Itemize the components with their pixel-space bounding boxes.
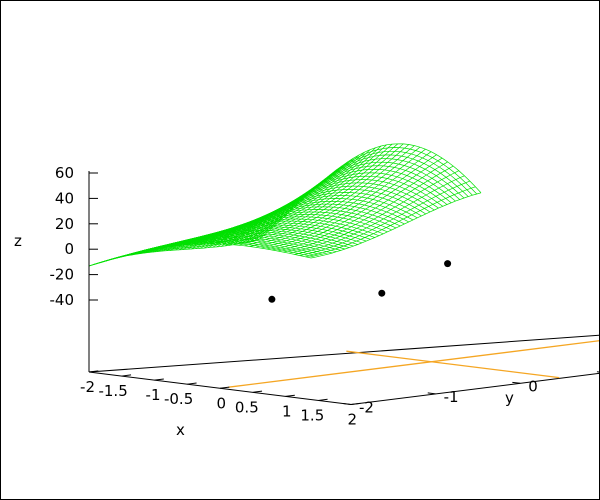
surface-mesh-line [199, 192, 422, 249]
x-tick-label: -1 [146, 386, 161, 404]
surface-mesh-line [233, 165, 456, 245]
y-tick-mark [512, 381, 521, 384]
x-tick-mark [121, 374, 132, 377]
grid-line-y-half [346, 350, 560, 379]
surface-mesh-line [152, 220, 375, 253]
surface-mesh-line [212, 182, 435, 248]
data-point [444, 260, 452, 268]
surface-mesh-line [237, 161, 461, 245]
x-tick-mark [252, 390, 263, 393]
surface-mesh-line [224, 172, 448, 247]
z-tick-label: 40 [55, 189, 74, 207]
x-tick-mark [154, 378, 164, 381]
y-axis-line [350, 372, 599, 405]
y-tick-label: 0 [528, 377, 538, 395]
surface-mesh-line [190, 198, 414, 250]
surface-mesh [88, 143, 482, 267]
x-tick-label: -2 [80, 378, 95, 396]
z-tick-label: 0 [64, 240, 74, 258]
y-tick-mark [427, 392, 436, 395]
surface-mesh-line [229, 168, 452, 246]
surface-mesh-line [246, 154, 469, 243]
x-tick-label: -0.5 [164, 390, 193, 408]
tick-marks [88, 172, 599, 405]
x-tick-label: 2 [347, 411, 357, 429]
x-tick-mark [219, 386, 230, 389]
surface-mesh-line [250, 150, 473, 242]
grid-line-x-zero [228, 340, 599, 388]
data-point [378, 289, 386, 297]
surface-mesh-line [203, 188, 426, 249]
x-tick-label: 1.5 [300, 406, 324, 424]
y-tick-label: -1 [444, 388, 459, 406]
y-tick-mark [596, 371, 599, 373]
tick-labels: -2-1.5-1-0.500.511.52-2-101236040200-20-… [50, 164, 538, 429]
z-axis-label: z [14, 232, 22, 250]
surface-mesh-line [258, 143, 482, 240]
x-tick-label: 0 [216, 394, 226, 412]
surface-mesh-line [195, 195, 418, 250]
surface-mesh-line [220, 175, 444, 247]
x-tick-label: 0.5 [235, 398, 259, 416]
surface-mesh-line [186, 200, 409, 250]
x-tick-label: -1.5 [98, 382, 127, 400]
z-tick-label: -20 [50, 266, 75, 284]
data-point [268, 295, 276, 303]
y-tick-mark [343, 403, 352, 405]
x-tick-mark [88, 370, 99, 373]
x-axis-label: x [176, 421, 185, 439]
x-tick-label: 1 [282, 402, 292, 420]
y-axis-label: y [505, 389, 514, 407]
z-tick-label: 60 [55, 164, 74, 182]
base-box [88, 171, 599, 405]
x-tick-mark [187, 382, 197, 385]
back-edge-line [88, 334, 599, 373]
surface-mesh-line [207, 185, 431, 249]
y-tick-label: -2 [359, 399, 374, 417]
x-tick-mark [350, 402, 361, 405]
data-points [268, 260, 452, 303]
z-tick-label: -40 [50, 291, 75, 309]
x-tick-mark [318, 398, 328, 401]
surface-mesh-line [216, 179, 439, 248]
surface-mesh-line [148, 222, 371, 253]
surface-mesh-line [254, 147, 478, 241]
x-tick-mark [285, 394, 295, 397]
surface-mesh-line [241, 158, 465, 244]
z-tick-label: 20 [55, 215, 74, 233]
